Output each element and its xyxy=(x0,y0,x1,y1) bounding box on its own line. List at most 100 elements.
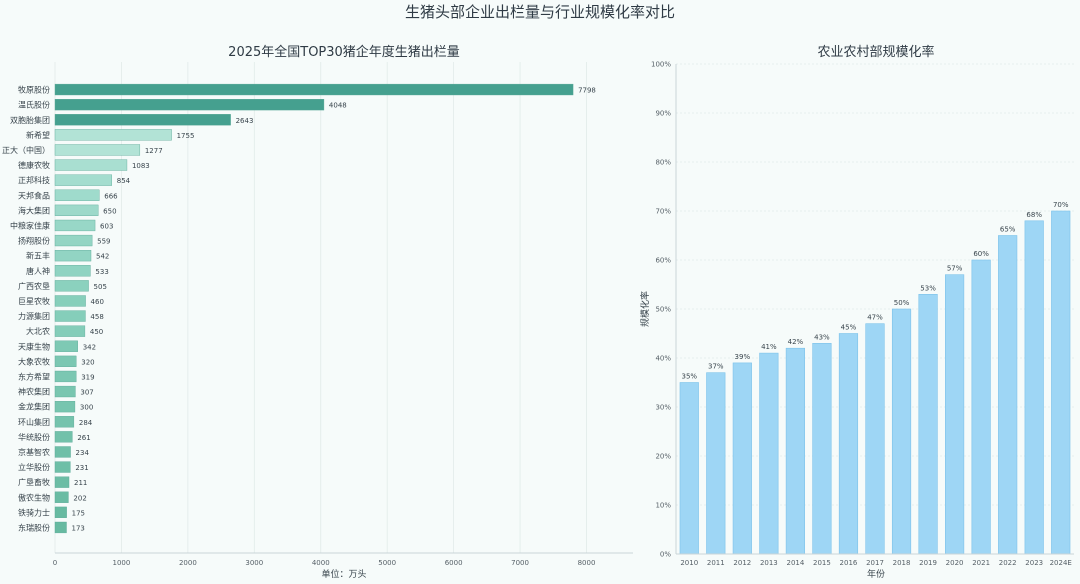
right-y-tick-label: 30% xyxy=(655,404,671,412)
bar xyxy=(54,340,78,352)
data-label: 47% xyxy=(867,314,883,322)
right-x-tick-label: 2017 xyxy=(866,559,884,567)
data-label: 650 xyxy=(103,207,116,215)
right-x-axis-title: 年份 xyxy=(867,568,885,580)
bar xyxy=(54,355,77,367)
right-x-tick-label: 2024E xyxy=(1050,559,1072,567)
right-x-tick-label: 2015 xyxy=(813,559,831,567)
bar xyxy=(945,274,965,555)
bar xyxy=(785,347,805,555)
right-y-tick-label: 90% xyxy=(655,110,671,118)
bar xyxy=(54,114,231,126)
category-label: 华统股份 xyxy=(18,432,50,442)
bar xyxy=(759,352,779,555)
data-label: 45% xyxy=(841,324,857,332)
data-label: 2643 xyxy=(236,117,254,125)
data-label: 68% xyxy=(1026,211,1042,219)
right-y-tick-label: 10% xyxy=(655,502,671,510)
right-y-tick-label: 50% xyxy=(655,306,671,314)
category-label: 傲农生物 xyxy=(18,492,50,502)
bar xyxy=(54,280,89,292)
data-label: 320 xyxy=(81,358,94,366)
bar xyxy=(54,204,99,216)
category-label: 金龙集团 xyxy=(18,402,50,412)
data-label: 458 xyxy=(90,313,103,321)
bar xyxy=(54,416,75,428)
right-y-tick-label: 40% xyxy=(655,355,671,363)
figure-title: 生猪头部企业出栏量与行业规模化率对比 xyxy=(405,3,675,21)
top30-output-chart: 2025年全国TOP30猪企年度生猪出栏量 7798 4048 2643 1755 12… xyxy=(2,44,633,580)
data-label: 60% xyxy=(973,250,989,258)
category-label: 神农集团 xyxy=(18,387,50,397)
category-label: 巨星农牧 xyxy=(18,296,50,306)
category-label: 东方希望 xyxy=(18,371,50,381)
bar xyxy=(54,295,86,307)
left-x-axis: 0 1000 2000 3000 4000 5000 6000 7000 8000 牧原股份温氏股… xyxy=(2,85,633,567)
data-label: 234 xyxy=(76,449,90,457)
bar xyxy=(998,235,1018,555)
right-x-tick-label: 2019 xyxy=(919,559,937,567)
bar xyxy=(971,259,991,555)
bar xyxy=(54,325,86,337)
bar xyxy=(54,370,77,383)
bar xyxy=(54,219,96,232)
bar xyxy=(54,401,76,413)
category-label: 立华股份 xyxy=(18,462,50,472)
bar xyxy=(1024,220,1044,555)
data-label: 854 xyxy=(117,177,131,185)
right-x-tick-label: 2020 xyxy=(946,559,964,567)
left-x-tick-label: 1000 xyxy=(113,559,131,567)
data-label: 70% xyxy=(1053,201,1069,209)
category-label: 扬翔股份 xyxy=(18,236,50,246)
bar xyxy=(54,250,92,262)
data-label: 173 xyxy=(71,524,84,532)
right-x-tick-label: 2010 xyxy=(680,559,698,567)
bar xyxy=(54,129,172,141)
right-y-tick-label: 20% xyxy=(655,453,671,461)
data-label: 342 xyxy=(83,343,96,351)
category-label: 牧原股份 xyxy=(18,85,50,95)
right-y-tick-label: 0% xyxy=(660,551,671,559)
data-label: 1755 xyxy=(177,132,195,140)
data-label: 39% xyxy=(735,353,751,361)
data-label: 533 xyxy=(95,268,108,276)
right-x-tick-label: 2014 xyxy=(786,559,804,567)
data-label: 603 xyxy=(100,222,113,230)
data-label: 7798 xyxy=(578,87,596,95)
left-x-axis-title: 单位：万头 xyxy=(321,568,366,580)
right-x-tick-label: 2012 xyxy=(733,559,751,567)
left-x-tick-label: 5000 xyxy=(378,559,396,567)
category-label: 大象农牧 xyxy=(18,356,50,366)
bar xyxy=(54,265,91,277)
data-label: 50% xyxy=(894,299,910,307)
category-label: 德康农牧 xyxy=(18,160,50,170)
category-label: 东瑞股份 xyxy=(18,522,50,532)
data-label: 57% xyxy=(947,265,963,273)
data-label: 4048 xyxy=(329,102,347,110)
category-label: 天康生物 xyxy=(18,341,50,351)
bar xyxy=(54,491,69,503)
data-label: 307 xyxy=(80,389,93,397)
data-label: 261 xyxy=(77,434,90,442)
right-y-tick-label: 70% xyxy=(655,208,671,216)
data-label: 53% xyxy=(920,284,936,292)
right-x-tick-label: 2011 xyxy=(707,559,725,567)
data-label: 1277 xyxy=(145,147,163,155)
right-y-axis-title: 规模化率 xyxy=(639,291,651,327)
right-chart-title: 农业农村部规模化率 xyxy=(817,44,934,60)
bar xyxy=(54,446,71,458)
right-y-tick-label: 80% xyxy=(655,159,671,167)
category-label: 双胞胎集团 xyxy=(10,115,50,125)
bar xyxy=(54,144,141,156)
bar xyxy=(54,461,71,473)
bar xyxy=(54,310,86,322)
bar xyxy=(54,431,73,443)
data-label: 505 xyxy=(94,283,107,291)
data-label: 175 xyxy=(72,509,85,517)
data-label: 542 xyxy=(96,253,109,261)
right-y-tick-label: 60% xyxy=(655,257,671,265)
data-label: 41% xyxy=(761,343,777,351)
category-label: 海大集团 xyxy=(18,205,50,215)
bar xyxy=(706,372,726,555)
